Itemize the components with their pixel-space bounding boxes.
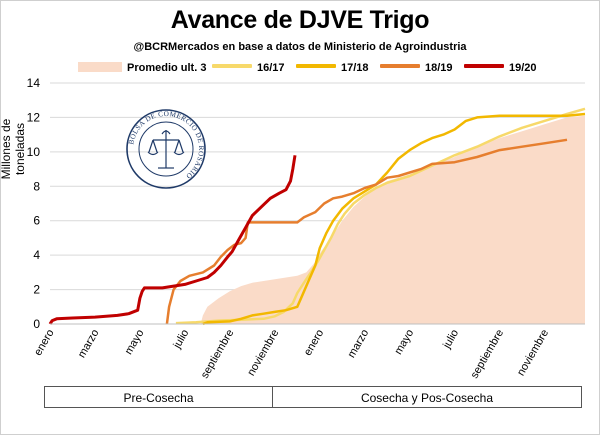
legend-swatch-1718	[296, 64, 336, 68]
y-tick-label: 8	[33, 179, 40, 193]
x-tick-label: noviembre	[245, 328, 281, 378]
x-tick-label: septiembre	[199, 328, 237, 381]
series-line-1920	[48, 155, 297, 325]
legend-item-1617: 16/17	[212, 60, 285, 76]
x-tick-label: mayo	[123, 328, 147, 357]
legend-swatch-1617	[212, 64, 252, 68]
x-tick-label: julio	[441, 328, 462, 352]
series-line-1617	[175, 107, 586, 325]
legend-label-promedio: Promedio ult. 3	[127, 62, 207, 74]
legend-label-1617: 16/17	[257, 62, 285, 74]
legend-item-1819: 18/19	[380, 60, 453, 76]
y-tick-label: 10	[27, 145, 41, 159]
x-tick-label: marzo	[76, 328, 102, 360]
y-tick-label: 4	[33, 248, 40, 262]
x-tick-label: julio	[171, 328, 192, 352]
series-line-1718	[202, 112, 586, 326]
x-tick-label: marzo	[346, 328, 372, 360]
series-area-promedio	[200, 115, 585, 324]
legend-item-promedio: Promedio ult. 3	[78, 60, 206, 76]
x-tick-label: mayo	[392, 328, 416, 357]
legend-item-1718: 17/18	[296, 60, 369, 76]
legend-swatch-promedio	[78, 62, 122, 72]
legend-swatch-1920	[464, 64, 504, 68]
legend: Promedio ult. 3 16/17 17/18 18/19 19/20	[64, 60, 584, 76]
legend-label-1718: 17/18	[341, 62, 369, 74]
bcr-seal-logo: BOLSA DE COMERCIO DE ROSARIO	[126, 109, 206, 189]
y-tick-label: 12	[27, 110, 41, 124]
y-tick-label: 2	[33, 283, 40, 297]
phase-cosecha-pos-cosecha: Cosecha y Pos-Cosecha	[272, 386, 582, 408]
x-tick-label: septiembre	[469, 328, 507, 381]
phase-pre-cosecha: Pre-Cosecha	[44, 386, 273, 408]
x-tick-label: enero	[32, 328, 56, 358]
y-tick-label: 0	[33, 317, 40, 331]
chart-subtitle: @BCRMercados en base a datos de Minister…	[133, 41, 467, 53]
legend-label-1920: 19/20	[509, 62, 537, 74]
legend-swatch-1819	[380, 64, 420, 68]
x-tick-label: enero	[302, 328, 326, 358]
series-line-1819	[165, 138, 568, 325]
x-tick-label: noviembre	[515, 328, 551, 378]
y-tick-label: 6	[33, 214, 40, 228]
legend-item-1920: 19/20	[464, 60, 537, 76]
legend-label-1819: 18/19	[425, 62, 453, 74]
chart-title: Avance de DJVE Trigo	[170, 6, 430, 34]
y-tick-label: 14	[27, 76, 41, 90]
